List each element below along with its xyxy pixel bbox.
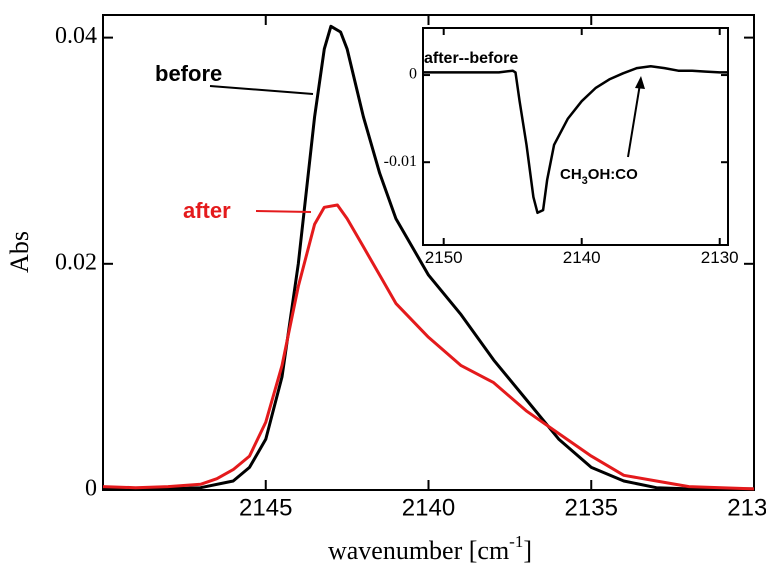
series-line [423,65,728,215]
x-tick-label: 2145 [239,495,292,522]
y-tick-label: 0.02 [55,249,97,275]
plot-frame [422,27,729,246]
x-tick-label: 2140 [402,495,455,522]
x-tick-label: 2150 [425,248,463,267]
x-tick-label: 2135 [565,495,618,522]
series-label: after--before [424,50,518,67]
y-tick-label: 0 [409,66,417,83]
y-tick-label: 0.04 [55,23,97,49]
label-leader [209,85,314,95]
x-tick-label: 2130 [701,248,739,267]
y-tick-label: -0.01 [384,153,417,170]
x-tick-label: 2130 [727,495,766,522]
x-tick-label: 2140 [563,248,601,267]
arrow-head [635,76,645,89]
annotation: CH3OH:CO [560,166,638,187]
annotation-arrow [627,83,641,158]
series-line [103,24,754,491]
series-label: after [183,198,231,223]
series-line [102,203,755,491]
x-axis-label: wavenumber [cm-1] [328,532,532,565]
label-leader [255,210,312,213]
y-axis-label: Abs [5,231,34,273]
y-tick-label: 0 [85,476,97,502]
series-label: before [155,61,222,86]
